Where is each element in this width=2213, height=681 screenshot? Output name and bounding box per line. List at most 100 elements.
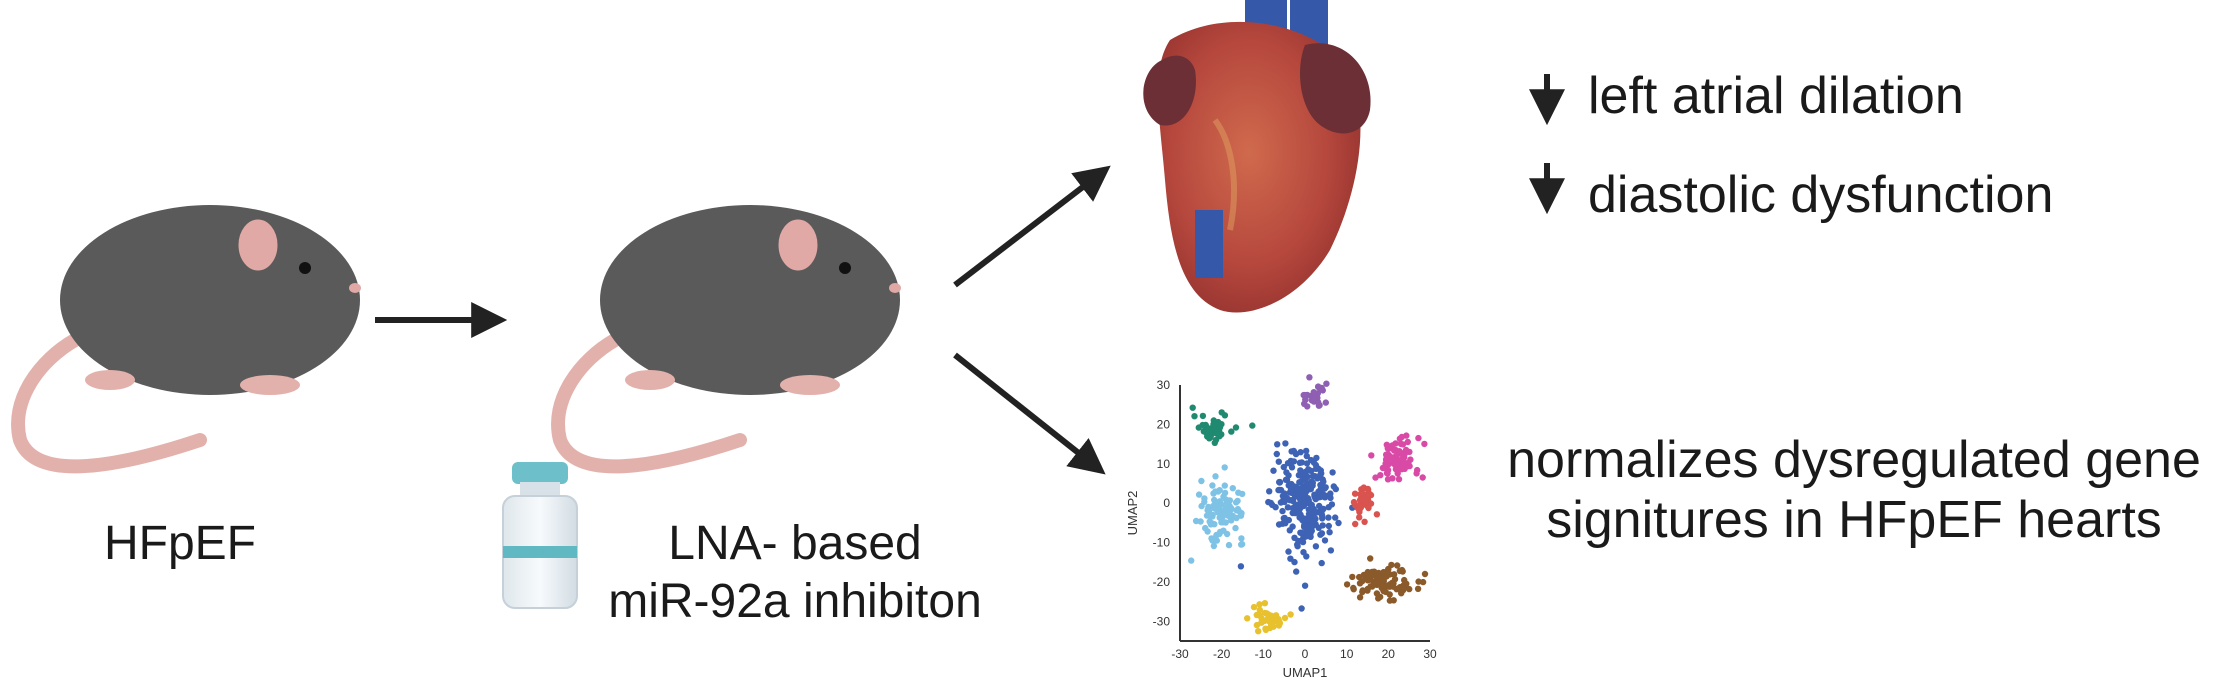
- umap-point-cluster-8: [1255, 628, 1262, 635]
- umap-point-cluster-8: [1256, 606, 1264, 614]
- umap-point-cluster-5: [1306, 516, 1314, 523]
- umap-point-cluster-5: [1303, 553, 1310, 560]
- umap-point-cluster-5: [1282, 476, 1290, 483]
- umap-point-cluster-5: [1317, 493, 1325, 500]
- umap-point-cluster-8: [1250, 603, 1258, 611]
- umap-point-cluster-5: [1276, 479, 1283, 486]
- outcome-left-atrial: left atrial dilation: [1588, 67, 1964, 125]
- umap-point-cluster-3: [1404, 438, 1412, 446]
- umap-point-cluster-3: [1377, 472, 1384, 479]
- umap-point-cluster-5: [1295, 509, 1303, 516]
- umap-point-cluster-7: [1343, 581, 1351, 588]
- umap-x-tick-label: 30: [1423, 647, 1437, 661]
- umap-point-cluster-5: [1317, 481, 1324, 489]
- umap-point-cluster-5: [1332, 485, 1340, 493]
- umap-point-cluster-1: [1203, 423, 1210, 431]
- umap-point-cluster-7: [1356, 594, 1364, 601]
- umap-point-cluster-7: [1390, 583, 1397, 590]
- umap-point-cluster-4: [1188, 557, 1195, 564]
- umap-point-cluster-1: [1249, 422, 1256, 429]
- arrow-to-heart: [953, 165, 1111, 288]
- umap-point-cluster-6: [1351, 490, 1359, 497]
- umap-point-cluster-1: [1216, 433, 1223, 440]
- umap-point-cluster-4: [1195, 491, 1203, 498]
- umap-x-tick-label: 10: [1340, 647, 1354, 661]
- umap-point-cluster-5: [1298, 529, 1305, 536]
- umap-point-cluster-5: [1266, 488, 1273, 495]
- outcome-gene-line1: normalizes dysregulated gene: [1507, 431, 2201, 489]
- umap-point-cluster-7: [1380, 587, 1387, 595]
- umap-point-cluster-5: [1282, 440, 1289, 447]
- umap-y-tick-label: 10: [1157, 457, 1171, 471]
- umap-point-cluster-3: [1383, 441, 1391, 448]
- umap-point-cluster-8: [1275, 622, 1283, 629]
- umap-point-cluster-7: [1385, 566, 1392, 573]
- umap-point-cluster-3: [1406, 462, 1413, 470]
- umap-point-cluster-4: [1214, 507, 1221, 515]
- umap-x-tick-label: -20: [1213, 647, 1231, 661]
- umap-x-label: UMAP1: [1283, 665, 1328, 680]
- umap-point-cluster-7: [1421, 570, 1429, 578]
- umap-point-cluster-6: [1352, 520, 1359, 528]
- umap-point-cluster-3: [1383, 469, 1391, 477]
- umap-point-cluster-4: [1221, 464, 1228, 471]
- umap-point-cluster-5: [1305, 466, 1312, 473]
- umap-point-cluster-4: [1207, 521, 1215, 528]
- umap-point-cluster-6: [1367, 500, 1375, 507]
- umap-point-cluster-5: [1282, 520, 1289, 527]
- umap-point-cluster-5: [1312, 543, 1320, 550]
- umap-point-cluster-8: [1281, 614, 1289, 622]
- umap-point-cluster-2: [1302, 396, 1309, 403]
- umap-point-cluster-3: [1415, 434, 1422, 442]
- umap-point-cluster-5: [1285, 548, 1292, 555]
- umap-point-cluster-4: [1213, 537, 1221, 544]
- umap-point-cluster-4: [1229, 512, 1236, 519]
- umap-point-cluster-7: [1390, 571, 1398, 578]
- umap-point-cluster-5: [1290, 506, 1297, 514]
- umap-point-cluster-5: [1295, 472, 1303, 479]
- umap-point-cluster-5: [1288, 464, 1296, 471]
- umap-point-cluster-5: [1281, 498, 1288, 506]
- umap-point-cluster-5: [1303, 460, 1311, 467]
- hfpef-label: HFpEF: [103, 517, 256, 570]
- umap-point-cluster-5: [1327, 547, 1335, 554]
- umap-point-cluster-7: [1373, 590, 1381, 597]
- umap-point-cluster-7: [1367, 583, 1374, 590]
- umap-point-cluster-6: [1356, 514, 1363, 521]
- umap-point-cluster-5: [1284, 504, 1292, 511]
- umap-point-cluster-5: [1306, 500, 1314, 507]
- umap-ticks: -30 -20 -10 0 10 20 30 30 20 10 0 -10 -20 -30: [1153, 378, 1437, 661]
- umap-point-cluster-8: [1287, 611, 1294, 618]
- umap-point-cluster-5: [1297, 467, 1304, 474]
- umap-point-cluster-7: [1349, 573, 1356, 581]
- umap-point-cluster-4: [1192, 517, 1200, 525]
- umap-point-cluster-1: [1228, 428, 1235, 435]
- umap-point-cluster-3: [1396, 435, 1404, 442]
- umap-point-cluster-5: [1327, 490, 1334, 497]
- umap-point-cluster-4: [1204, 528, 1211, 535]
- outcome-gene-signatures: normalizes dysregulated gene signitures …: [1495, 430, 2213, 550]
- umap-point-cluster-6: [1356, 506, 1363, 513]
- umap-point-cluster-7: [1419, 578, 1427, 586]
- umap-point-cluster-5: [1303, 527, 1310, 535]
- umap-point-cluster-4: [1198, 477, 1205, 485]
- umap-point-cluster-6: [1362, 497, 1369, 504]
- umap-point-cluster-5: [1293, 488, 1300, 495]
- umap-point-cluster-3: [1400, 458, 1407, 465]
- umap-point-cluster-3: [1403, 432, 1410, 439]
- umap-point-cluster-3: [1399, 441, 1407, 448]
- umap-point-cluster-8: [1261, 600, 1269, 607]
- umap-point-cluster-7: [1394, 562, 1401, 569]
- umap-point-cluster-6: [1373, 511, 1381, 518]
- umap-point-cluster-5: [1303, 447, 1310, 455]
- umap-point-cluster-6: [1359, 490, 1366, 497]
- umap-point-cluster-5: [1325, 514, 1332, 521]
- umap-point-cluster-5: [1280, 463, 1288, 471]
- umap-point-cluster-4: [1229, 485, 1237, 492]
- umap-point-cluster-7: [1380, 578, 1388, 585]
- umap-point-cluster-8: [1270, 623, 1277, 630]
- umap-point-cluster-5: [1265, 498, 1272, 506]
- umap-point-cluster-4: [1221, 482, 1229, 489]
- umap-point-cluster-4: [1211, 496, 1218, 504]
